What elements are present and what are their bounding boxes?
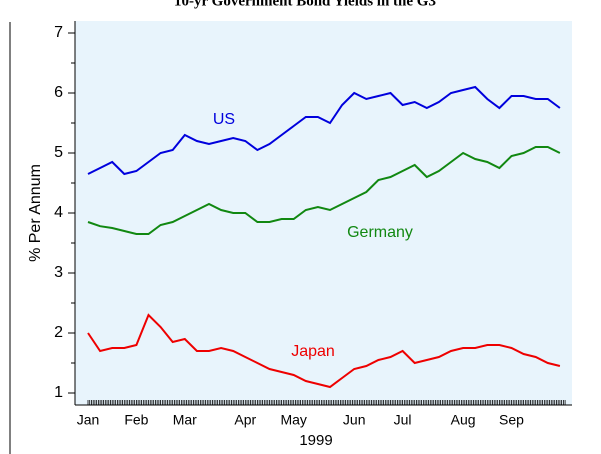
y-tick-label: 5 [54,144,63,161]
plot-area [75,21,572,405]
x-tick-label: Aug [451,412,476,428]
y-tick-label: 6 [54,84,63,101]
y-tick-label: 1 [54,384,63,401]
y-axis-label: % Per Annum [27,164,44,262]
x-axis-label: 1999 [299,432,332,449]
series-label: US [213,111,235,128]
y-tick-label: 7 [54,24,63,41]
x-tick-label: Jul [394,412,412,428]
y-tick-label: 2 [54,324,63,341]
x-tick-label: Mar [173,412,197,428]
chart-title: 10-yr Government Bond Yields in the G3 [174,0,436,9]
x-tick-label: Sep [499,412,524,428]
x-tick-label: Apr [234,412,256,428]
x-tick-label: Jun [343,412,366,428]
x-tick-label: Feb [124,412,148,428]
series-line [87,146,561,235]
series-label: Japan [291,343,335,360]
series-line [87,313,561,389]
series-line [87,85,561,176]
series-label: Germany [347,224,413,241]
x-tick-label: May [280,412,306,428]
y-tick-label: 3 [54,264,63,281]
x-tick-label: Jan [77,412,100,428]
y-tick-label: 4 [54,204,63,221]
